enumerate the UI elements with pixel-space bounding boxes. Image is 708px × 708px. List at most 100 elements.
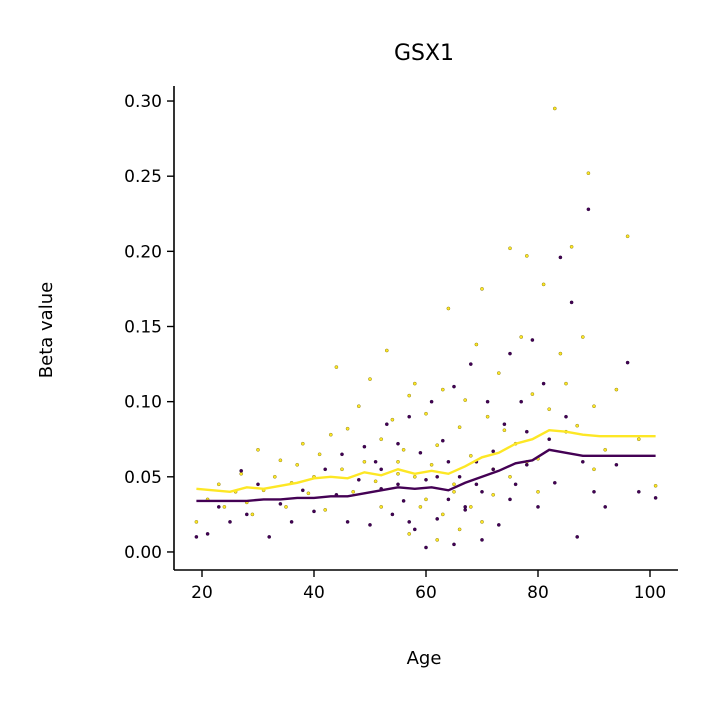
scatter-point — [463, 508, 468, 512]
scatter-point — [284, 505, 288, 509]
scatter-point — [603, 447, 608, 452]
scatter-point — [205, 532, 210, 536]
scatter-point — [485, 399, 490, 404]
scatter-point — [424, 411, 428, 416]
scatter-point — [625, 234, 630, 239]
scatter-point — [256, 482, 260, 487]
scatter-point — [317, 452, 322, 457]
scatter-point — [289, 520, 294, 524]
scatter-point — [424, 497, 428, 502]
scatter-point — [496, 371, 501, 375]
axes: 20 40 60 80 100 0.00 0.05 0.10 0.15 0.20 0.25 0.30 — [124, 86, 678, 603]
scatter-point — [440, 512, 445, 517]
scatter-point — [194, 535, 199, 539]
chart-title: GSX1 — [394, 41, 454, 66]
scatter-point — [541, 282, 546, 287]
scatter-point — [384, 422, 389, 427]
scatter-point — [256, 447, 260, 452]
scatter-point — [553, 480, 557, 485]
scatter-point — [592, 404, 596, 409]
scatter-point — [435, 443, 440, 448]
scatter-point — [508, 246, 512, 251]
scatter-point — [424, 545, 428, 550]
scatter-point — [457, 527, 462, 532]
scatter-point — [396, 441, 400, 446]
scatter-point — [368, 377, 372, 381]
scatter-point — [222, 505, 227, 509]
scatter-point — [435, 517, 440, 521]
scatter-point — [637, 437, 641, 442]
scatter-point — [558, 351, 563, 356]
x-tick-label: 60 — [415, 583, 437, 603]
scatter-point — [396, 471, 400, 476]
scatter-point — [356, 477, 361, 482]
scatter-point — [379, 437, 384, 442]
scatter-point — [239, 468, 243, 473]
scatter-point — [418, 450, 423, 455]
scatter-point — [300, 441, 305, 446]
scatter-point — [586, 207, 591, 212]
scatter-point — [491, 492, 496, 497]
scatter-point — [356, 404, 361, 409]
scatter-point — [440, 438, 445, 443]
scatter-point — [468, 505, 473, 509]
scatter-point — [547, 407, 552, 412]
scatter-point — [536, 489, 540, 494]
scatter-point — [239, 471, 243, 476]
scatter-point — [625, 360, 630, 365]
scatter-point — [569, 300, 574, 305]
scatter-point — [407, 520, 412, 524]
scatter-point — [328, 432, 333, 437]
trend-line-yellow — [196, 428, 656, 494]
scatter-point — [440, 387, 445, 392]
scatter-point — [418, 505, 423, 509]
scatter-point — [401, 447, 406, 452]
scatter-point — [362, 459, 367, 464]
scatter-point — [508, 474, 512, 479]
scatter-point — [412, 381, 417, 386]
scatter-point — [216, 505, 221, 509]
scatter-point — [586, 171, 591, 175]
scatter-point — [323, 508, 328, 512]
scatter-point — [637, 489, 641, 494]
scatter-point — [592, 489, 596, 494]
scatter-point — [228, 520, 232, 524]
y-tick-label: 0.00 — [124, 543, 162, 563]
scatter-point — [435, 538, 440, 542]
scatter-point — [278, 502, 283, 506]
scatter-point — [300, 488, 305, 493]
scatter-point — [446, 459, 451, 464]
scatter-point — [502, 428, 507, 433]
scatter-point — [396, 459, 400, 464]
scatter-point — [474, 342, 479, 347]
scatter-point — [491, 467, 496, 472]
scatter-point — [547, 437, 552, 442]
scatter-point — [194, 520, 199, 524]
scatter-point — [525, 254, 529, 258]
scatter-point — [306, 491, 311, 496]
y-tick-label: 0.05 — [124, 468, 162, 488]
scatter-point — [362, 444, 367, 449]
y-tick-label: 0.30 — [124, 92, 162, 112]
scatter-point — [564, 381, 568, 386]
y-axis-title: Beta value — [36, 282, 57, 378]
scatter-point — [592, 467, 596, 472]
scatter-point — [407, 393, 412, 398]
scatter-point — [351, 489, 356, 494]
scatter-point — [564, 414, 568, 419]
x-tick-label: 20 — [191, 583, 213, 603]
scatter-point — [368, 523, 372, 527]
scatter-point — [373, 479, 378, 484]
scatter-point — [429, 399, 434, 404]
scatter-point — [424, 477, 428, 482]
scatter-point — [653, 483, 658, 488]
scatter-point — [569, 244, 574, 249]
scatter-point — [267, 535, 272, 539]
scatter-point — [373, 459, 378, 464]
scatter-point — [491, 449, 496, 454]
scatter-point — [345, 426, 350, 431]
y-tick-label: 0.25 — [124, 167, 162, 187]
x-tick-label: 80 — [527, 583, 549, 603]
scatter-point — [581, 335, 585, 339]
y-tick-label: 0.15 — [124, 317, 162, 337]
